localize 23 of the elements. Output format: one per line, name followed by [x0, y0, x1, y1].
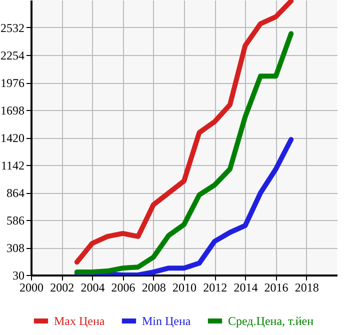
- x-tick-label: 2008: [142, 280, 166, 294]
- y-tick-label: 1420: [0, 131, 24, 145]
- y-tick-label: 1976: [0, 76, 24, 90]
- y-tick-label: 2254: [0, 48, 24, 62]
- y-tick-label: 864: [6, 186, 24, 200]
- legend-label: Сред.Цена, т.йен: [228, 314, 314, 328]
- y-tick-label: 30: [12, 268, 24, 282]
- y-tick-label: 586: [6, 214, 24, 228]
- legend-label: Min Цена: [142, 314, 192, 328]
- y-tick-label: 1698: [0, 104, 24, 118]
- x-tick-label: 2010: [172, 280, 196, 294]
- x-tick-label: 2000: [20, 280, 44, 294]
- legend-label: Max Цена: [54, 314, 106, 328]
- x-tick-label: 2012: [203, 280, 228, 294]
- x-tick-label: 2016: [264, 280, 288, 294]
- y-tick-label: 308: [6, 241, 24, 255]
- x-tick-label: 2018: [294, 280, 319, 294]
- y-tick-label: 2532: [0, 21, 24, 35]
- x-tick-label: 2002: [50, 280, 74, 294]
- x-tick-label: 2014: [234, 280, 258, 294]
- x-tick-label: 2004: [80, 280, 105, 294]
- x-tick-label: 2006: [111, 280, 136, 294]
- y-tick-label: 1142: [0, 158, 24, 172]
